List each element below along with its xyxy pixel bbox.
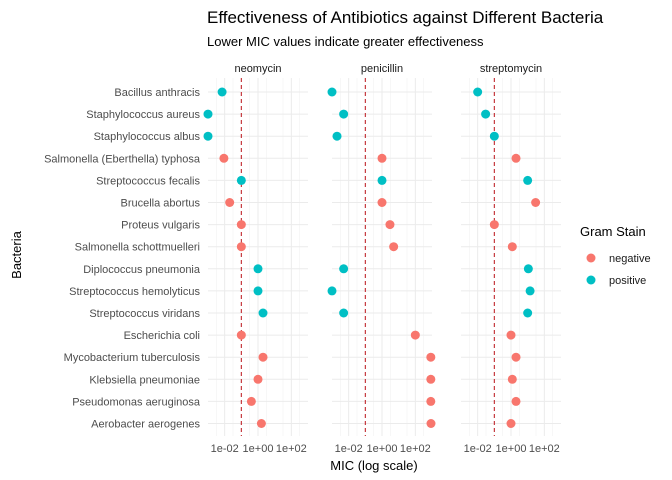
point-streptomycin-salmonella-eberthella-typhosa <box>511 153 521 163</box>
y-tick-label-brucella-abortus: Brucella abortus <box>121 198 201 210</box>
point-penicillin-streptococcus-viridans <box>339 308 349 318</box>
y-tick-label-salmonella-schottmuelleri: Salmonella schottmuelleri <box>75 242 200 254</box>
y-tick-label-streptococcus-fecalis: Streptococcus fecalis <box>96 175 200 187</box>
x-tick-label: 1e-02 <box>335 443 363 455</box>
y-axis-tick-labels: Bacillus anthracis Staphylococcus aureus S… <box>44 87 201 431</box>
point-penicillin-proteus-vulgaris <box>385 220 395 230</box>
y-tick-label-streptococcus-viridans: Streptococcus viridans <box>89 308 200 320</box>
point-streptomycin-klebsiella-pneumoniae <box>507 374 517 384</box>
point-streptomycin-streptococcus-viridans <box>523 308 533 318</box>
point-neomycin-klebsiella-pneumoniae <box>253 374 263 384</box>
point-penicillin-salmonella-schottmuelleri <box>389 242 399 252</box>
point-penicillin-staphylococcus-albus <box>332 131 342 141</box>
panel-label-neomycin: neomycin <box>234 63 281 75</box>
point-penicillin-klebsiella-pneumoniae <box>426 374 436 384</box>
point-streptomycin-brucella-abortus <box>531 198 541 207</box>
y-tick-label-salmonella-eberthella-typhosa: Salmonella (Eberthella) typhosa <box>44 153 201 165</box>
x-tick-label: 1e-02 <box>464 443 492 455</box>
point-neomycin-bacillus-anthracis <box>217 87 227 97</box>
point-neomycin-salmonella-eberthella-typhosa <box>219 153 229 163</box>
y-tick-label-mycobacterium-tuberculosis: Mycobacterium tuberculosis <box>64 352 201 364</box>
y-tick-label-aerobacter-aerogenes: Aerobacter aerogenes <box>91 419 200 431</box>
point-neomycin-staphylococcus-aureus <box>203 109 213 119</box>
y-tick-label-staphylococcus-albus: Staphylococcus albus <box>94 131 201 143</box>
point-penicillin-brucella-abortus <box>377 198 387 207</box>
legend-label-positive: positive <box>609 275 646 287</box>
x-axis-label: MIC (log scale) <box>330 458 417 473</box>
point-penicillin-escherichia-coli <box>410 330 420 340</box>
panel-label-penicillin: penicillin <box>361 63 403 75</box>
y-tick-label-klebsiella-pneumoniae: Klebsiella pneumoniae <box>89 374 200 386</box>
point-penicillin-aerobacter-aerogenes <box>426 419 436 428</box>
y-tick-label-escherichia-coli: Escherichia coli <box>124 330 200 342</box>
point-penicillin-salmonella-eberthella-typhosa <box>377 153 387 163</box>
legend-title: Gram Stain <box>580 224 646 239</box>
point-penicillin-staphylococcus-aureus <box>339 109 349 119</box>
y-tick-label-streptococcus-hemolyticus: Streptococcus hemolyticus <box>69 286 200 298</box>
point-streptomycin-bacillus-anthracis <box>473 87 483 97</box>
x-tick-label: 1e+02 <box>276 443 307 455</box>
point-penicillin-streptococcus-fecalis <box>377 175 387 185</box>
x-tick-label: 1e+00 <box>496 443 527 455</box>
point-streptomycin-staphylococcus-albus <box>489 131 499 141</box>
point-streptomycin-diplococcus-pneumonia <box>523 264 533 274</box>
panel-label-streptomycin: streptomycin <box>480 63 542 75</box>
chart-title: Effectiveness of Antibiotics against Dif… <box>207 8 604 27</box>
point-streptomycin-pseudomonas-aeruginosa <box>511 396 521 406</box>
point-neomycin-streptococcus-hemolyticus <box>253 286 263 296</box>
x-tick-label: 1e+00 <box>243 443 274 455</box>
point-streptomycin-aerobacter-aerogenes <box>506 419 516 428</box>
point-penicillin-pseudomonas-aeruginosa <box>426 396 436 406</box>
x-tick-label: 1e+00 <box>367 443 398 455</box>
x-tick-label: 1e+02 <box>529 443 560 455</box>
point-neomycin-pseudomonas-aeruginosa <box>246 396 256 406</box>
point-neomycin-staphylococcus-albus <box>203 131 213 141</box>
point-streptomycin-escherichia-coli <box>506 330 516 340</box>
point-neomycin-escherichia-coli <box>236 330 246 340</box>
y-tick-label-pseudomonas-aeruginosa: Pseudomonas aeruginosa <box>72 396 201 408</box>
point-neomycin-salmonella-schottmuelleri <box>236 242 246 252</box>
panel-streptomycin: 1e-02 1e+00 1e+02 streptomycin <box>461 63 561 455</box>
x-tick-label: 1e+02 <box>400 443 431 455</box>
point-neomycin-streptococcus-viridans <box>258 308 268 318</box>
point-neomycin-proteus-vulgaris <box>236 220 246 230</box>
point-neomycin-diplococcus-pneumonia <box>253 264 263 274</box>
y-tick-label-bacillus-anthracis: Bacillus anthracis <box>114 87 200 99</box>
y-tick-label-staphylococcus-aureus: Staphylococcus aureus <box>86 109 200 121</box>
point-streptomycin-mycobacterium-tuberculosis <box>511 352 521 362</box>
point-neomycin-aerobacter-aerogenes <box>256 419 266 428</box>
y-tick-label-proteus-vulgaris: Proteus vulgaris <box>121 220 200 232</box>
panel-neomycin: 1e-02 1e+00 1e+02 neomycin <box>203 63 308 455</box>
y-tick-label-diplococcus-pneumonia: Diplococcus pneumonia <box>83 264 201 276</box>
point-streptomycin-salmonella-schottmuelleri <box>507 242 517 252</box>
point-streptomycin-proteus-vulgaris <box>489 220 499 230</box>
point-streptomycin-staphylococcus-aureus <box>481 109 491 119</box>
point-penicillin-diplococcus-pneumonia <box>339 264 349 274</box>
point-penicillin-bacillus-anthracis <box>327 87 337 97</box>
point-streptomycin-streptococcus-fecalis <box>523 175 533 185</box>
point-streptomycin-streptococcus-hemolyticus <box>525 286 535 296</box>
legend: Gram Stain negative positive <box>580 224 651 287</box>
y-axis-label: Bacteria <box>9 230 24 278</box>
legend-key-positive <box>586 275 596 285</box>
legend-key-negative <box>586 253 596 263</box>
x-tick-label: 1e-02 <box>211 443 239 455</box>
panel-penicillin: 1e-02 1e+00 1e+02 penicillin <box>327 63 436 455</box>
legend-label-negative: negative <box>609 253 651 265</box>
point-penicillin-streptococcus-hemolyticus <box>327 286 337 296</box>
point-neomycin-mycobacterium-tuberculosis <box>258 352 268 362</box>
point-penicillin-mycobacterium-tuberculosis <box>426 352 436 362</box>
chart-subtitle: Lower MIC values indicate greater effect… <box>207 34 484 49</box>
point-neomycin-brucella-abortus <box>225 198 235 207</box>
point-neomycin-streptococcus-fecalis <box>236 175 246 185</box>
